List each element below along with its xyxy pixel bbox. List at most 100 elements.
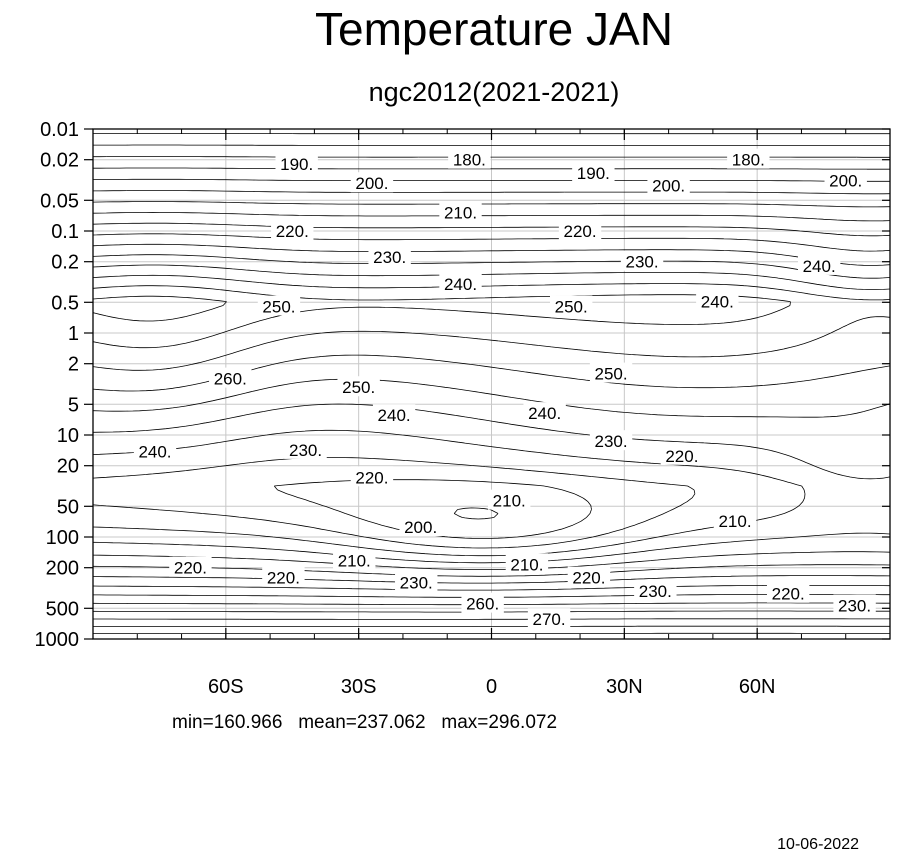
y-tick-label: 100 (46, 527, 79, 549)
y-tick-label: 1000 (35, 629, 80, 651)
contour-label-bg (527, 608, 571, 629)
y-tick-label: 0.1 (51, 221, 79, 243)
contour-label-bg (169, 556, 212, 577)
y-tick-label: 0.05 (40, 190, 79, 212)
contour-label: 240. (528, 404, 561, 423)
contour-line-185 (93, 144, 890, 146)
y-tick-label: 10 (57, 425, 79, 447)
contour-line-210 (92, 201, 891, 520)
y-tick-label: 1 (68, 323, 79, 345)
contour-label: 220. (267, 569, 300, 588)
contour-label: 200. (829, 172, 862, 191)
y-tick-label: 2 (68, 354, 79, 376)
contour-label-bg (439, 201, 482, 222)
contour-label-bg (589, 362, 633, 383)
contour-label: 190. (577, 164, 610, 183)
contour-label-bg (647, 174, 690, 195)
contour-label-bg (448, 148, 491, 169)
contour-label: 220. (572, 569, 605, 588)
contour-label: 250. (342, 378, 375, 397)
contour-label-bg (461, 592, 504, 613)
contour-label: 210. (444, 204, 477, 223)
contour-label: 210. (718, 512, 751, 531)
contour-line-205 (93, 190, 891, 195)
contour-label-bg (271, 220, 314, 240)
contour-label-bg (399, 516, 442, 537)
contour-line-195 (93, 167, 890, 170)
contour-label-bg (209, 367, 252, 388)
contour-label: 220. (564, 222, 597, 241)
contour-label-bg (488, 489, 531, 510)
contour-label: 230. (625, 253, 658, 272)
x-tick-label: 30S (341, 676, 377, 698)
contour-label-bg (372, 404, 416, 425)
contour-label-bg (567, 566, 611, 587)
contour-label-bg (262, 566, 305, 587)
contour-label: 230. (373, 248, 406, 267)
contour-label: 220. (355, 468, 388, 487)
contour-label-bg (589, 430, 633, 451)
contour-label-bg (395, 571, 438, 592)
contour-line-245 (92, 274, 891, 584)
x-tick-label: 60S (208, 676, 244, 698)
x-tick-label: 30N (606, 676, 643, 698)
contour-label-bg (350, 172, 394, 193)
x-tick-label: 0 (486, 676, 497, 698)
contour-label-bg (660, 444, 704, 465)
contour-label-bg (257, 295, 301, 316)
contour-label-bg (833, 594, 876, 615)
chart-subtitle: ngc2012(2021-2021) (368, 77, 620, 107)
contour-label: 250. (555, 298, 588, 317)
y-tick-label: 200 (46, 558, 79, 580)
contour-label-bg (350, 466, 394, 487)
contour-label: 210. (493, 492, 526, 511)
contour-label-bg (766, 582, 810, 603)
contour-label: 230. (639, 582, 672, 601)
chart-title: Temperature JAN (315, 3, 673, 55)
contour-label-bg (550, 295, 593, 316)
contour-label: 260. (466, 595, 499, 614)
contour-label: 190. (280, 155, 313, 174)
contour-line-270 (93, 618, 890, 620)
stats-summary: min=160.966 mean=237.062 max=296.072 (172, 712, 558, 733)
contour-label-bg (824, 169, 867, 190)
plot-date: 10-06-2022 (777, 836, 859, 853)
contour-label: 220. (772, 585, 805, 604)
contour-label: 220. (276, 222, 309, 241)
contour-label-bg (133, 440, 177, 461)
contour-label: 180. (732, 151, 765, 170)
contour-label-bg (505, 553, 549, 574)
contour-label-bg (572, 161, 615, 182)
contour-label-bg (727, 148, 770, 169)
y-tick-label: 0.02 (40, 150, 79, 172)
contour-label: 200. (404, 518, 437, 537)
contour-label: 220. (665, 447, 698, 466)
contour-label: 230. (400, 574, 433, 593)
contour-label-bg (634, 580, 677, 601)
contour-label-bg (337, 376, 380, 397)
y-tick-label: 5 (68, 394, 79, 416)
contour-label: 210. (510, 555, 543, 574)
contour-label-bg (439, 272, 482, 293)
contour-label: 230. (595, 432, 628, 451)
contour-label: 240. (803, 257, 836, 276)
contour-label-bg (558, 220, 602, 240)
y-tick-label: 50 (57, 496, 79, 518)
contour-label: 200. (652, 177, 685, 196)
contour-label: 240. (701, 292, 734, 311)
contour-label-bg (620, 250, 664, 271)
contour-label: 230. (838, 597, 871, 616)
contour-label: 240. (138, 442, 171, 461)
contour-label: 180. (453, 151, 486, 170)
contour-label: 260. (214, 370, 247, 389)
contour-label: 230. (289, 441, 322, 460)
y-tick-label: 0.5 (51, 292, 79, 314)
contour-label-bg (368, 246, 411, 267)
contour-label: 270. (533, 610, 566, 629)
contour-label: 220. (174, 559, 207, 578)
contour-label-bg (797, 254, 841, 275)
contour-label-bg (523, 402, 566, 423)
contour-label-bg (284, 438, 327, 459)
contour-label: 210. (338, 552, 371, 571)
